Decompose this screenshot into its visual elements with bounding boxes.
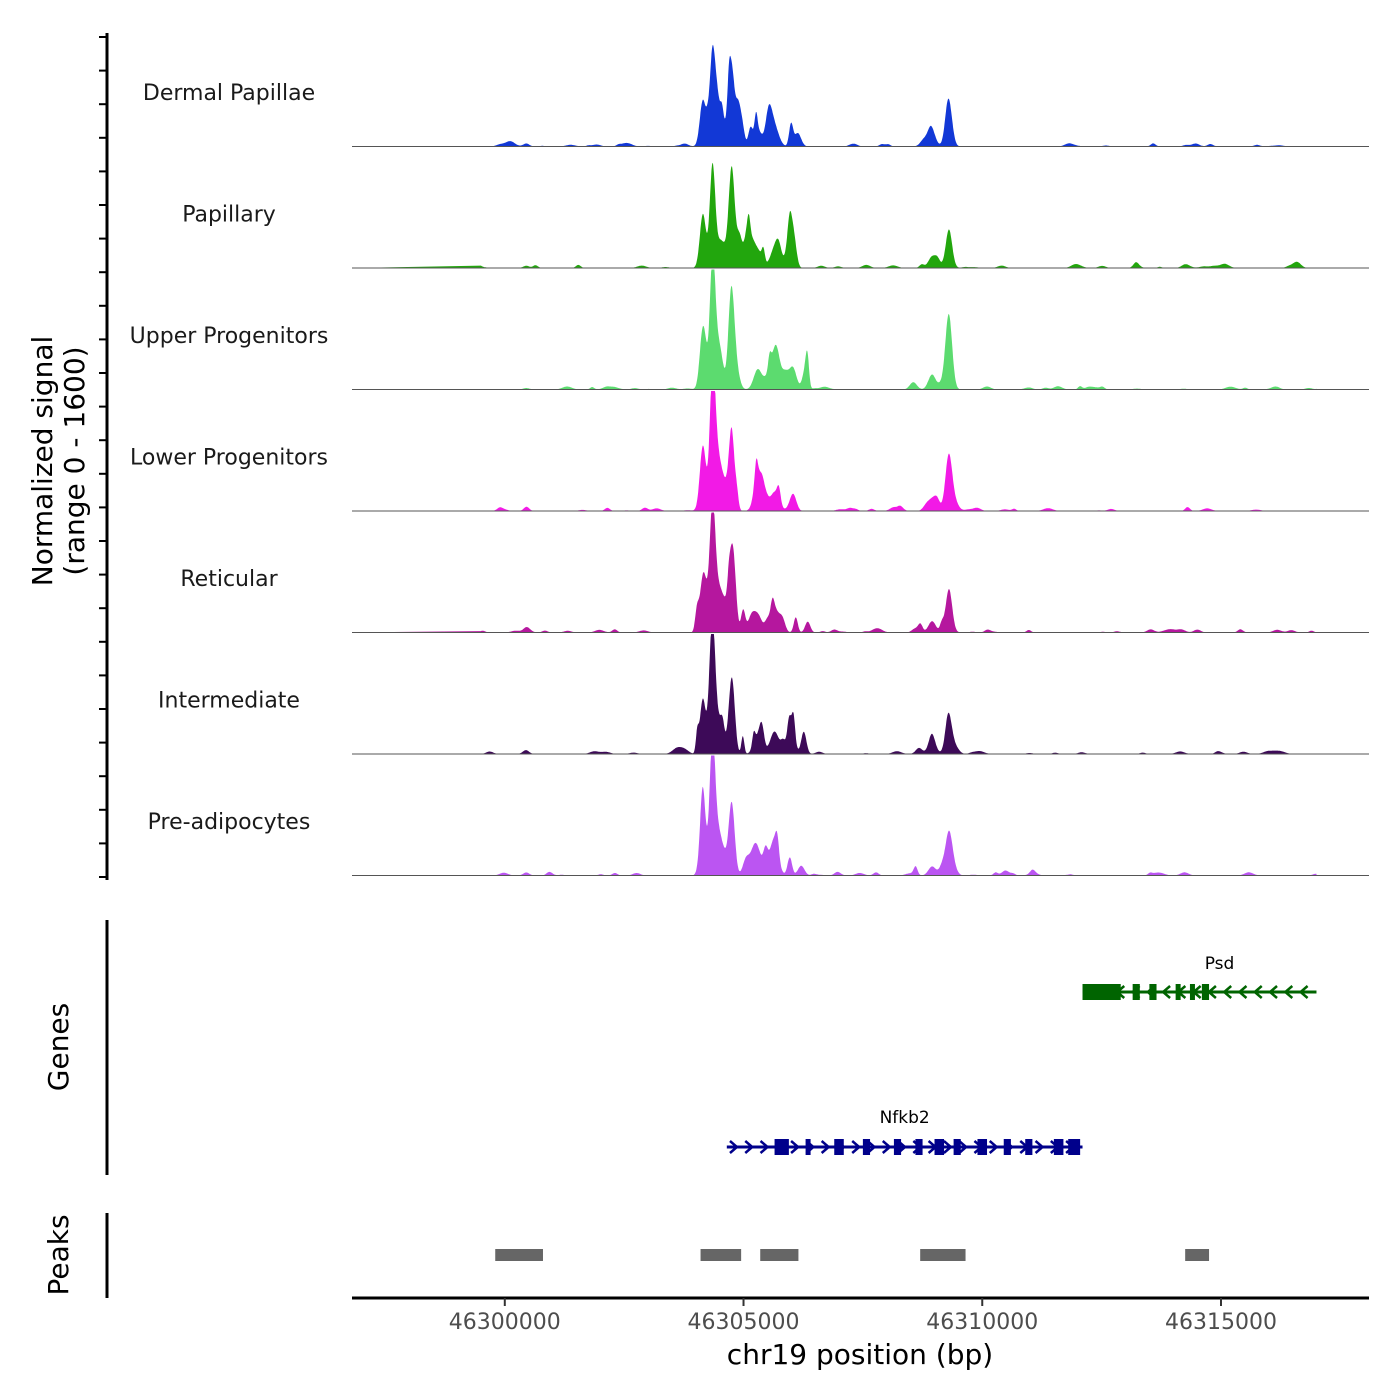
gene-exon [862,1139,871,1155]
gene-exon [1068,1139,1081,1155]
strand-arrow [1237,985,1248,999]
coverage-area-upper-progenitors [352,269,1317,390]
peak-regions [495,1249,1210,1261]
gene-exon [1189,984,1195,1000]
strand-arrow [1283,985,1294,999]
peaks-panel: Peaks [42,1213,1210,1298]
coverage-area-lower-progenitors [352,391,1317,511]
gene-exon [953,1139,961,1155]
track-intermediate: Intermediate [158,634,1369,755]
track-lower-progenitors: Lower Progenitors [130,391,1369,512]
track-label-papillary: Papillary [182,203,276,228]
gene-label-psd: Psd [1205,954,1235,974]
coverage-y-label-line1: Normalized signal [26,336,59,587]
track-label-lower-progenitors: Lower Progenitors [130,446,328,471]
track-upper-progenitors: Upper Progenitors [130,269,1369,390]
gene-exon [934,1139,945,1155]
gene-exon [1201,984,1210,1000]
track-label-reticular: Reticular [180,567,278,592]
track-label-dermal-papillae: Dermal Papillae [143,81,315,106]
gene-exon [1175,984,1181,1000]
gene-exon [1082,984,1121,1000]
genes-panel-title: Genes [42,1003,75,1091]
coverage-area-papillary [352,162,1317,268]
gene-exon [805,1139,811,1155]
strand-arrow [729,1140,739,1154]
track-dermal-papillae: Dermal Papillae [143,44,1369,147]
gene-nfkb2: Nfkb2 [726,1108,1083,1155]
gene-exon [1025,1139,1033,1155]
strand-arrow [1161,985,1171,999]
track-papillary: Papillary [182,162,1369,269]
gene-exon [774,1139,789,1155]
coverage-y-label-line2: (range 0 - 1600) [58,346,91,575]
x-tick-label: 46310000 [926,1310,1038,1335]
x-tick-label: 46300000 [449,1310,561,1335]
gene-exon [1149,984,1157,1000]
peak-region [700,1249,742,1261]
coverage-area-dermal-papillae [352,44,1317,147]
coverage-area-pre-adipocytes [352,755,1317,876]
genes-panel: Genes Psd Nfkb2 [42,920,1317,1175]
strand-arrow [988,1140,999,1154]
strand-arrow [744,1140,755,1154]
strand-arrow [1222,985,1233,999]
gene-label-nfkb2: Nfkb2 [880,1108,930,1128]
x-axis-title: chr19 position (bp) [727,1338,993,1371]
gene-exon [1132,984,1140,1000]
coverage-area-intermediate [352,634,1317,754]
x-tick-label: 46305000 [688,1310,800,1335]
gene-models: Psd Nfkb2 [726,954,1317,1155]
strand-arrow [790,1140,801,1154]
x-tick-label: 46315000 [1165,1310,1277,1335]
peak-region [495,1249,543,1261]
strand-arrow [1298,985,1309,999]
strand-arrow [759,1140,770,1154]
track-pre-adipocytes: Pre-adipocytes [148,755,1369,876]
track-label-upper-progenitors: Upper Progenitors [130,324,329,349]
coverage-tracks: Dermal Papillae Papillary Upper Progenitor… [130,44,1369,876]
strand-arrow [1034,1140,1045,1154]
coverage-panel: Normalized signal (range 0 - 1600) Derma… [26,33,1369,880]
track-label-intermediate: Intermediate [158,689,300,714]
gene-exon [915,1139,923,1155]
peaks-panel-title: Peaks [42,1214,75,1295]
coverage-y-ticks [99,36,107,878]
gene-exon [834,1139,844,1155]
strand-arrow [1252,985,1263,999]
strand-arrow [820,1140,831,1154]
track-label-pre-adipocytes: Pre-adipocytes [148,810,311,835]
x-axis-ticks: 46300000 46305000 46310000 46315000 [449,1298,1277,1335]
gene-psd: Psd [1082,954,1317,1000]
x-axis: 46300000 46305000 46310000 46315000 chr19 p… [352,1296,1369,1371]
strand-arrow [1268,985,1278,999]
peak-region [760,1249,799,1261]
gene-exon [1003,1139,1011,1155]
strand-arrow [943,1140,953,1154]
track-reticular: Reticular [180,512,1369,633]
strand-arrow [881,1140,892,1154]
gene-exon [1053,1139,1064,1155]
gene-exon [893,1139,902,1155]
strand-arrow [958,1140,969,1154]
peak-region [920,1249,966,1261]
strand-arrow [851,1140,862,1154]
coverage-area-reticular [352,512,1317,633]
gene-exon [977,1139,988,1155]
peak-region [1185,1249,1210,1261]
